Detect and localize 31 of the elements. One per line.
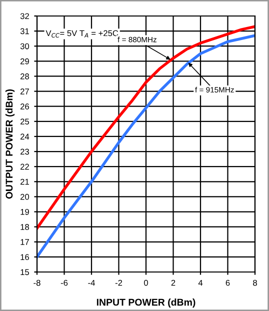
x-tick-label: 0 xyxy=(144,280,148,286)
x-tick-label: 4 xyxy=(198,280,203,286)
y-tick-label: 32 xyxy=(20,13,29,20)
y-tick-label: 27 xyxy=(20,88,29,94)
y-tick-label: 21 xyxy=(20,178,29,185)
y-tick-label: 23 xyxy=(20,148,29,155)
x-tick-label: -2 xyxy=(115,280,122,286)
annotation: V$_{CC}$= 5V T$_{A}$ = +25C xyxy=(46,30,118,38)
y-tick-label: 25 xyxy=(20,118,30,125)
line-series xyxy=(37,25,255,230)
y-tick-label: 24 xyxy=(20,134,30,140)
y-tick-label: 30 xyxy=(20,43,30,50)
x-tick-label: -4 xyxy=(88,280,95,286)
x-tick-label: -8 xyxy=(34,280,40,286)
y-tick-label: 17 xyxy=(20,239,29,245)
x-axis-title: INPUT POWER (dBm) xyxy=(96,298,196,308)
y-tick-label: 26 xyxy=(20,104,29,110)
y-tick-label: 19 xyxy=(20,208,29,215)
y-tick-label: 20 xyxy=(20,194,30,200)
y-tick-label: 18 xyxy=(20,224,29,230)
y-tick-label: 28 xyxy=(20,73,29,80)
y-axis-title: OUTPUT POWER (dBm) xyxy=(5,89,15,199)
x-tick-label: 2 xyxy=(171,280,176,286)
y-tick-label: 15 xyxy=(20,269,30,276)
y-tick-label: 16 xyxy=(20,254,29,260)
y-tick-label: 22 xyxy=(20,164,29,170)
y-tick-label: 31 xyxy=(20,28,29,34)
x-tick-label: 6 xyxy=(226,280,230,286)
x-tick-label: 8 xyxy=(253,280,257,286)
y-tick-label: 29 xyxy=(20,58,29,64)
x-tick-label: -6 xyxy=(60,280,68,286)
